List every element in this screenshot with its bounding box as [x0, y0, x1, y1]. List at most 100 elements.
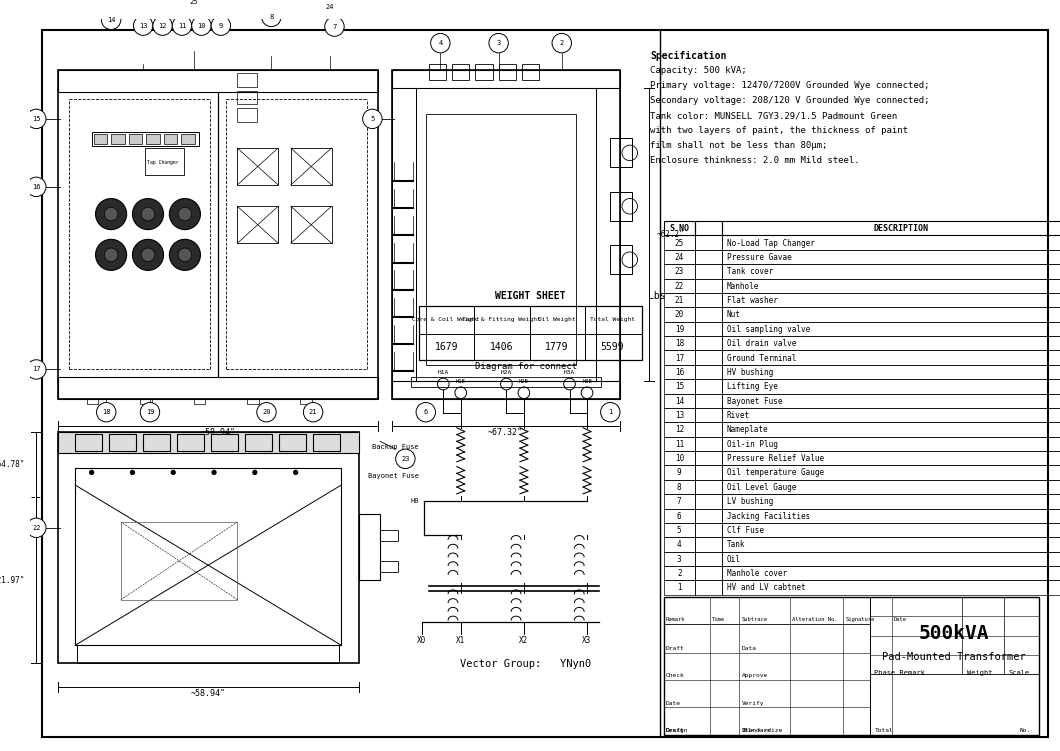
Text: 3: 3: [496, 40, 500, 46]
Circle shape: [173, 16, 192, 35]
Text: Tank cover: Tank cover: [727, 267, 773, 276]
Text: X1: X1: [456, 635, 465, 644]
Circle shape: [192, 16, 211, 35]
Circle shape: [26, 360, 46, 379]
Bar: [664, 365, 694, 379]
Bar: [664, 307, 694, 321]
Text: 1679: 1679: [435, 342, 458, 352]
Bar: [300, 399, 312, 405]
Bar: [146, 134, 160, 144]
Bar: [128, 134, 142, 144]
Text: 10: 10: [197, 23, 206, 29]
Bar: [722, 494, 1060, 508]
Bar: [498, 65, 516, 80]
Text: ~58.94": ~58.94": [200, 428, 235, 437]
Bar: [664, 597, 1039, 734]
Text: 13: 13: [674, 411, 684, 420]
Text: LV bushing: LV bushing: [727, 497, 773, 506]
Text: Nut: Nut: [727, 310, 741, 319]
Bar: [111, 134, 125, 144]
Text: 13: 13: [139, 23, 147, 29]
Bar: [722, 552, 1060, 566]
Bar: [694, 321, 722, 336]
Circle shape: [303, 403, 323, 422]
Text: Pressure Gavae: Pressure Gavae: [727, 253, 792, 262]
Bar: [694, 351, 722, 365]
Bar: [664, 494, 694, 508]
Text: Enclosure thinkness: 2.0 mm Mild steel.: Enclosure thinkness: 2.0 mm Mild steel.: [650, 156, 860, 165]
Text: Pad-Mounted Transformer: Pad-Mounted Transformer: [882, 652, 1026, 662]
Text: Oil Level Gauge: Oil Level Gauge: [727, 483, 796, 492]
Text: Draft: Draft: [666, 728, 685, 733]
Text: 19: 19: [674, 324, 684, 333]
Bar: [392, 88, 417, 381]
Text: Signature: Signature: [846, 617, 874, 622]
Text: ~64.78": ~64.78": [0, 460, 25, 469]
Circle shape: [320, 0, 339, 17]
Bar: [75, 433, 103, 451]
Bar: [237, 207, 278, 243]
Bar: [694, 451, 722, 466]
Bar: [694, 336, 722, 351]
Bar: [664, 279, 694, 293]
Circle shape: [363, 109, 382, 128]
Text: Oil-in Plug: Oil-in Plug: [727, 440, 778, 449]
Text: Clf Fuse: Clf Fuse: [727, 526, 764, 535]
Text: 9: 9: [677, 469, 682, 478]
Bar: [722, 221, 1060, 235]
Bar: [381, 561, 398, 572]
Bar: [417, 88, 596, 381]
Circle shape: [132, 198, 163, 230]
Bar: [664, 321, 694, 336]
Text: 19: 19: [145, 409, 154, 415]
Text: 5: 5: [677, 526, 682, 535]
Text: 20: 20: [262, 409, 270, 415]
Text: Total Weight: Total Weight: [589, 318, 635, 322]
Text: Standardize: Standardize: [741, 728, 782, 733]
Text: 14: 14: [674, 397, 684, 406]
Bar: [694, 422, 722, 436]
Bar: [290, 207, 332, 243]
Bar: [694, 365, 722, 379]
Text: 10: 10: [674, 454, 684, 463]
Text: 5599: 5599: [601, 342, 624, 352]
Bar: [694, 466, 722, 480]
Circle shape: [257, 403, 277, 422]
Bar: [722, 351, 1060, 365]
Bar: [694, 293, 722, 307]
Circle shape: [153, 16, 173, 35]
Bar: [57, 71, 378, 399]
Bar: [722, 365, 1060, 379]
Bar: [694, 581, 722, 595]
Text: Oil: Oil: [727, 555, 741, 564]
Text: with two layers of paint, the thickness of paint: with two layers of paint, the thickness …: [650, 126, 908, 135]
Bar: [722, 523, 1060, 537]
Bar: [57, 71, 378, 92]
Text: Weight: Weight: [967, 670, 992, 676]
Bar: [722, 235, 1060, 250]
Bar: [596, 88, 620, 381]
Text: 14: 14: [107, 17, 116, 23]
Text: 25: 25: [190, 0, 198, 5]
Circle shape: [26, 109, 46, 128]
Bar: [664, 537, 694, 552]
Text: 1: 1: [608, 409, 613, 415]
Bar: [358, 514, 381, 581]
Text: H2B: H2B: [519, 379, 529, 384]
Text: HV bushing: HV bushing: [727, 368, 773, 377]
Bar: [611, 245, 632, 274]
Text: Total: Total: [874, 728, 894, 733]
Text: Date: Date: [666, 701, 681, 705]
Circle shape: [211, 16, 231, 35]
Text: 22: 22: [674, 282, 684, 291]
Bar: [664, 552, 694, 566]
Bar: [694, 523, 722, 537]
Bar: [694, 494, 722, 508]
Circle shape: [178, 207, 192, 221]
Bar: [411, 377, 601, 387]
Text: X0: X0: [418, 635, 426, 644]
Text: Bayonet Fuse: Bayonet Fuse: [368, 473, 419, 479]
Circle shape: [253, 470, 257, 475]
Text: 24: 24: [325, 5, 334, 11]
Circle shape: [26, 177, 46, 197]
